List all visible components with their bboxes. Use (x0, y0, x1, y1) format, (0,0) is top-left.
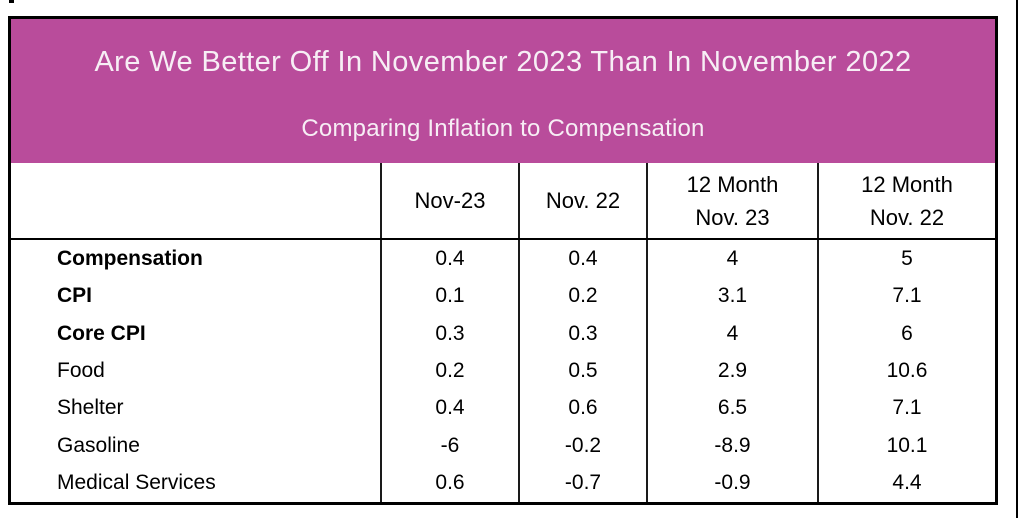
cell-value: 0.1 (380, 277, 518, 315)
cell-value: 0.6 (380, 464, 518, 502)
column-header-blank (11, 163, 380, 238)
table-title: Are We Better Off In November 2023 Than … (94, 46, 912, 78)
table-row-cpi: CPI 0.1 0.2 3.1 7.1 (11, 277, 995, 315)
cell-value: 10.1 (817, 427, 995, 465)
column-header-nov22: Nov. 22 (518, 163, 646, 238)
row-label: Food (57, 358, 105, 382)
column-header-text: Nov-23 (414, 188, 486, 213)
table-subtitle: Comparing Inflation to Compensation (301, 115, 705, 142)
row-label: Shelter (57, 396, 124, 420)
table-header-banner: Are We Better Off In November 2023 Than … (11, 19, 995, 163)
table-body: Compensation 0.4 0.4 4 5 CPI 0.1 0.2 3.1… (11, 240, 995, 502)
table-row-gasoline: Gasoline -6 -0.2 -8.9 10.1 (11, 427, 995, 465)
cell-value: 7.1 (817, 277, 995, 315)
column-header-12mo-nov23: 12 Month Nov. 23 (646, 163, 817, 238)
right-edge-rule (1016, 0, 1018, 518)
table-frame: Are We Better Off In November 2023 Than … (8, 16, 998, 505)
row-label: Compensation (57, 246, 203, 270)
cell-value: 0.4 (518, 240, 646, 278)
table-row-food: Food 0.2 0.5 2.9 10.6 (11, 352, 995, 390)
column-header-text: 12 Month (686, 171, 779, 197)
cell-value: 4.4 (817, 464, 995, 502)
table-row-compensation: Compensation 0.4 0.4 4 5 (11, 240, 995, 278)
cell-value: 6 (817, 314, 995, 353)
cell-value: -0.9 (646, 464, 817, 502)
cell-value: 0.2 (518, 277, 646, 315)
column-header-text: Nov. 23 (695, 204, 770, 230)
column-header-text: Nov. 22 (869, 204, 945, 230)
row-label: Medical Services (57, 471, 216, 495)
cell-value: 0.4 (380, 389, 518, 428)
row-label: Core CPI (57, 321, 146, 345)
cell-value: -0.2 (518, 427, 646, 465)
row-label: Gasoline (57, 433, 140, 457)
column-header-12mo-nov22: 12 Month Nov. 22 (817, 163, 995, 238)
cell-value: 0.6 (518, 389, 646, 428)
cell-value: -0.7 (518, 464, 646, 502)
table-row-core-cpi: Core CPI 0.3 0.3 4 6 (11, 314, 995, 353)
table-row-shelter: Shelter 0.4 0.6 6.5 7.1 (11, 389, 995, 428)
cell-value: 5 (817, 240, 995, 278)
cell-value: 2.9 (646, 352, 817, 390)
column-header-text: Nov. 22 (545, 188, 621, 213)
cell-value: 0.5 (518, 352, 646, 390)
cell-value: 7.1 (817, 389, 995, 428)
column-header-text: 12 Month (861, 171, 953, 197)
cell-value: 10.6 (817, 352, 995, 390)
column-header-row: Nov-23 Nov. 22 12 Month Nov. 23 12 Month N… (11, 163, 995, 240)
table-row-medical-services: Medical Services 0.6 -0.7 -0.9 4.4 (11, 464, 995, 502)
top-edge-artifact (9, 0, 14, 3)
cell-value: 0.2 (380, 352, 518, 390)
cell-value: 0.3 (518, 314, 646, 353)
cell-value: 0.3 (380, 314, 518, 353)
row-label: CPI (57, 284, 93, 308)
cell-value: 4 (646, 314, 817, 353)
cell-value: 6.5 (646, 389, 817, 428)
cell-value: 4 (646, 240, 817, 278)
cell-value: 0.4 (380, 240, 518, 278)
cell-value: 3.1 (646, 277, 817, 315)
cell-value: -8.9 (646, 427, 817, 465)
cell-value: -6 (380, 427, 518, 465)
column-header-nov23: Nov-23 (380, 163, 518, 238)
